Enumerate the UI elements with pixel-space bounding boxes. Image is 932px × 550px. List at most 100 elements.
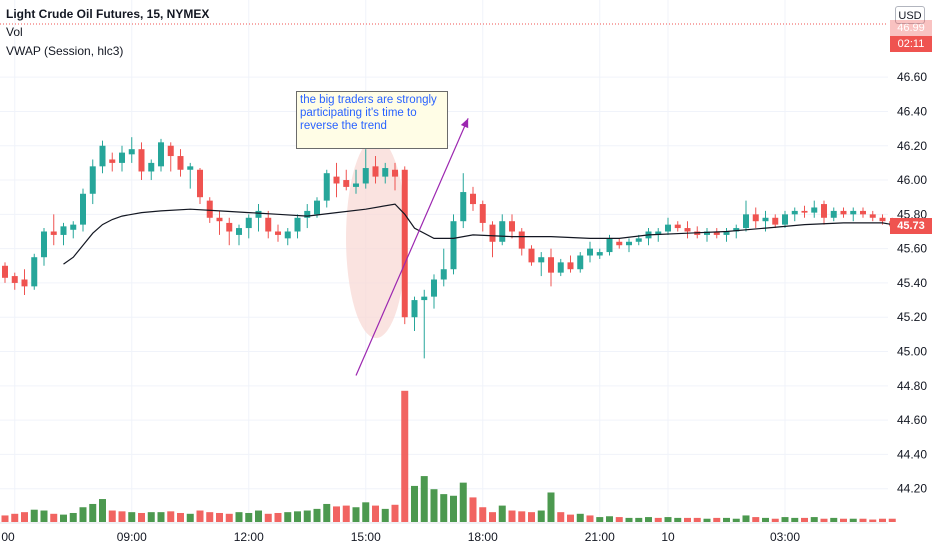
volume-bar (801, 517, 808, 522)
candle (31, 253, 38, 290)
candle-body (2, 265, 8, 278)
candle (323, 169, 330, 208)
candle-body (245, 217, 252, 229)
volume-bar (167, 511, 175, 522)
volume-bar (625, 517, 633, 522)
candle-body (489, 224, 496, 242)
volume-bar (518, 511, 526, 522)
candle-body (499, 221, 506, 242)
candle (704, 228, 710, 242)
candle-body (167, 145, 174, 157)
candle-body (440, 269, 447, 280)
volume-bar (60, 514, 67, 522)
volume-bar (576, 513, 584, 522)
volume-bar (225, 513, 233, 522)
candle (70, 221, 77, 239)
candle-body (665, 224, 671, 232)
volume-bar (128, 512, 136, 522)
candle (382, 162, 389, 184)
symbol-title[interactable]: Light Crude Oil Futures, 15, NYMEX (6, 7, 210, 21)
y-tick-label: 45.20 (897, 310, 927, 324)
candle-body (362, 168, 369, 184)
volume-bar (674, 517, 682, 522)
candle (80, 188, 86, 232)
candle (50, 214, 57, 246)
candle-body (674, 224, 681, 229)
candle-body (392, 169, 398, 177)
candle-body (304, 210, 311, 218)
legend-vol[interactable]: Vol (6, 25, 23, 39)
candle-body (655, 231, 662, 235)
volume-bar (362, 502, 370, 522)
x-tick-label: 10 (661, 530, 675, 544)
currency-button[interactable]: USD (895, 6, 925, 24)
candle (89, 159, 96, 205)
candle (21, 269, 28, 295)
volume-bar (479, 507, 487, 522)
candle (2, 262, 8, 283)
candle-body (782, 214, 788, 225)
volume-bar (313, 508, 321, 522)
candle (723, 228, 730, 242)
candle-body (479, 204, 486, 223)
y-tick-label: 46.00 (897, 173, 927, 187)
volume-bar (508, 510, 516, 522)
candle (626, 238, 632, 253)
candle-body (879, 217, 886, 222)
y-tick-label: 46.20 (897, 139, 927, 153)
candle-body (265, 217, 272, 232)
volume-bar (411, 485, 418, 522)
y-tick-label: 44.20 (897, 482, 927, 496)
annotation-note[interactable]: the big traders are strongly participati… (296, 91, 448, 149)
candle (713, 228, 720, 239)
candle (138, 142, 145, 181)
candle-body (567, 262, 574, 270)
candle (187, 162, 194, 189)
candle-body (704, 231, 710, 235)
time-scale[interactable]: 00 09:00 12:00 15:00 18:00 21:00 10 03:00 (1, 530, 800, 544)
candle-body (11, 276, 18, 283)
volume-bar (586, 515, 594, 522)
volume-bar (849, 518, 857, 522)
volume-bar (186, 513, 194, 522)
legend-vwap[interactable]: VWAP (Session, hlc3) (6, 44, 124, 58)
candle (284, 228, 291, 246)
x-tick-label: 12:00 (234, 530, 264, 544)
volume-bar (264, 513, 272, 522)
y-tick-label: 46.60 (897, 70, 927, 84)
volume-bar (635, 517, 643, 522)
candle-body (830, 210, 837, 218)
volume-bar (391, 504, 399, 522)
candle-body (470, 193, 476, 205)
candle (11, 272, 18, 290)
volume-bar (498, 505, 506, 522)
candle (265, 210, 272, 239)
price-scale[interactable]: 44.20 44.40 44.60 44.80 45.00 45.20 45.40 45.60… (897, 70, 927, 496)
y-tick-label: 44.80 (897, 379, 927, 393)
candle (109, 152, 116, 172)
y-tick-label: 45.00 (897, 345, 927, 359)
hidden-price-label: 46.99 (890, 20, 932, 36)
volume-bar (342, 505, 350, 522)
volume-bar (274, 512, 282, 522)
candle-body (626, 241, 632, 246)
volume-bars (1, 390, 896, 522)
candle (236, 224, 242, 246)
x-tick-label: 18:00 (468, 530, 498, 544)
volume-bar (879, 518, 886, 522)
candle-body (216, 217, 223, 222)
volume-bar (89, 503, 97, 522)
volume-bar (294, 511, 301, 522)
candle-body (713, 231, 720, 235)
candle (684, 221, 691, 239)
x-tick-label: 15:00 (351, 530, 381, 544)
candle (401, 166, 408, 325)
candle-body (743, 214, 749, 229)
candles (2, 137, 896, 359)
volume-bar (50, 513, 58, 522)
candle (226, 217, 233, 246)
candle-body (762, 217, 769, 222)
candle (752, 207, 759, 229)
candle-body (421, 296, 428, 301)
